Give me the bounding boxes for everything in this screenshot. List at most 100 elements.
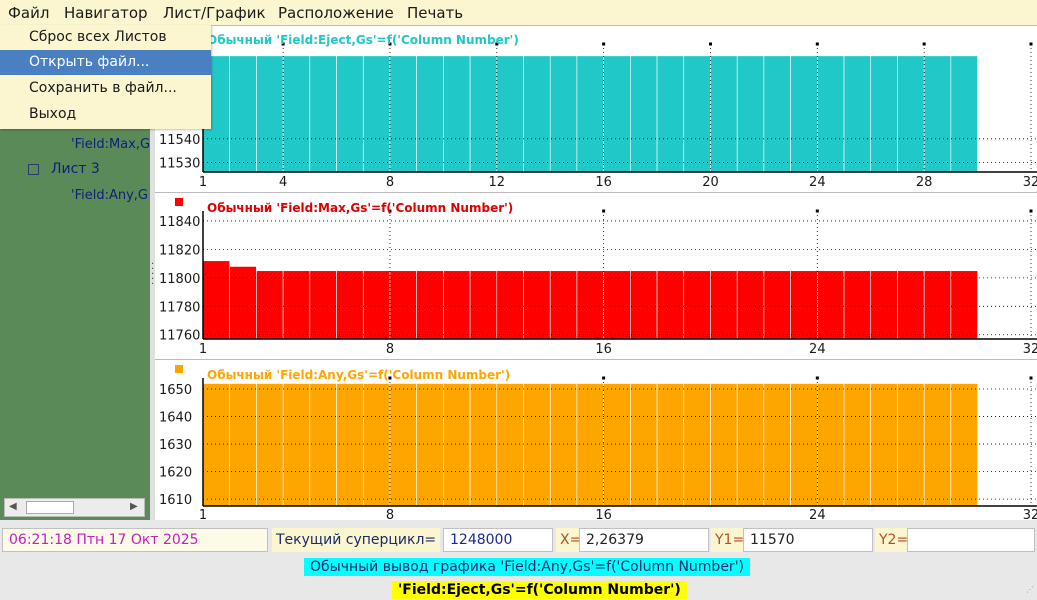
bar [923, 383, 952, 507]
menu-item-save-file[interactable]: Сохранить в файл... [29, 80, 177, 96]
tick-marker [815, 376, 819, 380]
x-tick-label: 8 [386, 342, 394, 357]
bar [790, 383, 818, 507]
status-bar: 06:21:18 Птн 17 Окт 2025 Текущий суперци… [0, 520, 1037, 600]
bar [389, 55, 417, 173]
bar [950, 55, 978, 173]
menubar: Файл Навигатор Лист/График Расположение … [0, 0, 1037, 25]
tree-sheet-3[interactable]: Лист 3 [51, 161, 100, 177]
bar [683, 270, 711, 340]
bar [843, 383, 872, 507]
x-tick-label: 1 [199, 175, 207, 190]
menu-item-open-file[interactable]: Открыть файл... [0, 50, 211, 75]
x-tick-label: 24 [809, 175, 826, 190]
sidebar-scrollbar[interactable]: ◀ ▶ [4, 498, 145, 517]
tree-item-field-max[interactable]: 'Field:Max,G [71, 137, 150, 152]
tick-marker [602, 209, 606, 213]
bar [202, 383, 231, 507]
chart-any[interactable]: 1610 1620 1630 1640 1650 1 8 16 24 32 [155, 360, 1037, 523]
x-tick-label: 1 [199, 342, 207, 357]
sheet3-checkbox[interactable] [28, 164, 39, 175]
y1-value: 11570 [743, 528, 873, 552]
bar [790, 55, 818, 173]
tick-marker [388, 42, 392, 46]
bar [389, 270, 417, 340]
bar [817, 383, 845, 507]
x-value: 2,26379 [579, 528, 709, 552]
menu-layout[interactable]: Расположение [278, 4, 394, 22]
bar [763, 270, 791, 340]
bar [656, 270, 685, 340]
y-tick-label: 11780 [159, 300, 200, 315]
bar [736, 270, 765, 340]
splitter[interactable] [150, 25, 155, 520]
tree-item-field-any[interactable]: 'Field:Any,G [71, 188, 148, 203]
chart-eject[interactable]: 11530 11540 1 4 8 12 16 20 24 28 32 [155, 26, 1037, 192]
chart-panel-any: 1610 1620 1630 1640 1650 1 8 16 24 32 Обычный 'Fi… [155, 359, 1037, 523]
y-tick-label: 11800 [159, 272, 200, 287]
x-tick-label: 1 [199, 508, 207, 521]
bar [282, 383, 311, 507]
bar [389, 383, 417, 507]
bar [923, 270, 952, 340]
bar [229, 55, 257, 173]
bar [309, 55, 337, 173]
menu-file[interactable]: Файл [8, 4, 50, 22]
x-tick-label: 24 [809, 342, 826, 357]
bar [710, 383, 738, 507]
tick-marker [922, 42, 926, 46]
bar [256, 55, 284, 173]
scroll-right-icon[interactable]: ▶ [130, 501, 138, 512]
bar [843, 55, 872, 173]
bar [950, 270, 978, 340]
bar [683, 383, 711, 507]
menu-print[interactable]: Печать [407, 4, 464, 22]
bar [710, 270, 738, 340]
chart-max[interactable]: 11760 11780 11800 11820 11840 1 8 16 24 32 [155, 193, 1037, 359]
bar [576, 55, 604, 173]
resize-grip-icon[interactable]: ⋰ [1026, 585, 1034, 594]
bar [656, 383, 685, 507]
menu-navigator[interactable]: Навигатор [64, 4, 148, 22]
bar [443, 55, 471, 173]
bar [229, 383, 257, 507]
scroll-left-icon[interactable]: ◀ [9, 501, 17, 512]
menu-sheet-chart[interactable]: Лист/График [163, 4, 266, 22]
bar [817, 55, 845, 173]
y-tick-label: 11820 [159, 243, 200, 258]
bar [683, 55, 711, 173]
bar [710, 55, 738, 173]
scroll-thumb[interactable] [26, 501, 74, 514]
chart-title-any: Обычный 'Field:Any,Gs'=f('Column Number'… [207, 368, 511, 382]
menu-item-reset-sheets[interactable]: Сброс всех Листов [29, 29, 167, 45]
bar [282, 55, 311, 173]
tick-marker [281, 42, 285, 46]
selected-chart-banner: 'Field:Eject,Gs'=f('Column Number') [392, 581, 687, 599]
menu-item-exit[interactable]: Выход [29, 106, 77, 122]
bar [282, 270, 311, 340]
bar [469, 383, 498, 507]
tick-marker [1029, 42, 1033, 46]
tick-marker [708, 42, 712, 46]
legend-marker-any [175, 365, 183, 373]
file-menu-dropdown: Сброс всех Листов Открыть файл... Сохран… [0, 25, 211, 129]
x-tick-label: 20 [702, 175, 719, 190]
tick-marker [388, 209, 392, 213]
x-tick-label: 32 [1023, 342, 1037, 357]
y-tick-label: 1610 [159, 493, 192, 508]
bar [950, 383, 978, 507]
bar [549, 270, 578, 340]
bar [817, 270, 845, 340]
supercycle-value: 1248000 [443, 528, 553, 552]
splitter-handle-icon[interactable]: · · · · · [151, 259, 155, 290]
y-tick-label: 1630 [159, 438, 192, 453]
bar [416, 55, 444, 173]
bar [362, 383, 391, 507]
tick-marker [495, 42, 499, 46]
tick-marker [815, 209, 819, 213]
tick-marker [602, 42, 606, 46]
legend-marker-max [175, 198, 183, 206]
bar [496, 55, 524, 173]
bar [923, 55, 952, 173]
x-tick-label: 4 [279, 175, 287, 190]
